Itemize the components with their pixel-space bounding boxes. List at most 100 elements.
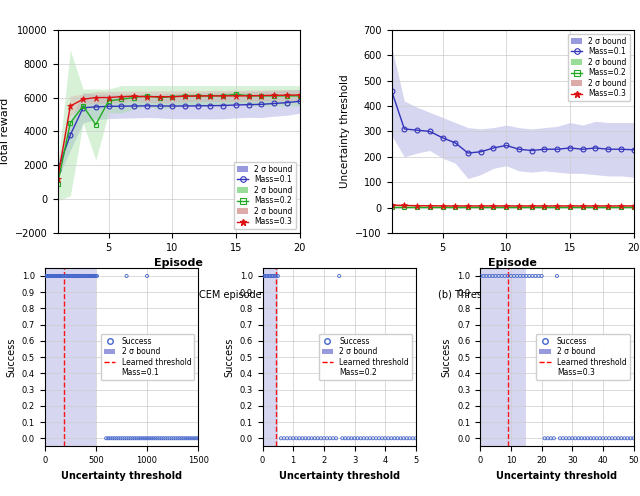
Point <box>65 272 76 280</box>
Point <box>610 434 620 442</box>
Point <box>558 434 568 442</box>
Point <box>50 272 60 280</box>
Point <box>55 272 65 280</box>
Point <box>386 434 396 442</box>
Point <box>616 434 627 442</box>
Point <box>316 434 326 442</box>
Point <box>362 434 372 442</box>
Point <box>46 272 56 280</box>
Point <box>298 434 308 442</box>
Point <box>144 434 154 442</box>
Point <box>127 434 138 442</box>
Point <box>138 434 148 442</box>
Point <box>269 272 280 280</box>
Point <box>411 434 421 442</box>
Point <box>396 434 406 442</box>
Point <box>561 434 572 442</box>
Point <box>343 434 353 442</box>
Point <box>334 272 344 280</box>
Bar <box>262 268 278 446</box>
Point <box>552 272 562 280</box>
Point <box>481 272 492 280</box>
Point <box>331 434 341 442</box>
Point <box>328 434 338 442</box>
Point <box>90 272 100 280</box>
Point <box>300 434 310 442</box>
Point <box>54 272 64 280</box>
Point <box>92 272 102 280</box>
Point <box>111 434 122 442</box>
Point <box>64 272 74 280</box>
Point <box>193 434 204 442</box>
Point <box>58 272 68 280</box>
Point <box>478 272 488 280</box>
Point <box>601 434 611 442</box>
Point <box>49 272 59 280</box>
Y-axis label: Uncertainty threshold: Uncertainty threshold <box>340 74 350 188</box>
Point <box>589 434 599 442</box>
Point <box>56 272 67 280</box>
Point <box>257 272 268 280</box>
Point <box>63 272 74 280</box>
Point <box>604 434 614 442</box>
Point <box>136 434 146 442</box>
Point <box>493 272 504 280</box>
Point <box>42 272 52 280</box>
Point <box>271 272 282 280</box>
Point <box>595 434 605 442</box>
Point <box>509 272 519 280</box>
Point <box>524 272 534 280</box>
Point <box>586 434 596 442</box>
Point <box>88 272 98 280</box>
Point <box>183 434 193 442</box>
Point <box>170 434 180 442</box>
Point <box>531 272 541 280</box>
Point <box>189 434 199 442</box>
Point <box>490 272 500 280</box>
Text: (a) Total rewards per CEM episode: (a) Total rewards per CEM episode <box>95 290 262 300</box>
Point <box>79 272 89 280</box>
Point <box>288 434 298 442</box>
Point <box>148 434 158 442</box>
Point <box>62 272 72 280</box>
Point <box>107 434 117 442</box>
Point <box>83 272 93 280</box>
Point <box>268 272 278 280</box>
Point <box>546 434 556 442</box>
Point <box>282 434 292 442</box>
Point <box>607 434 617 442</box>
Point <box>140 434 150 442</box>
Point <box>152 434 163 442</box>
Point <box>570 434 580 442</box>
Point <box>103 434 113 442</box>
Y-axis label: Success: Success <box>224 337 234 377</box>
Point <box>368 434 378 442</box>
Point <box>625 434 636 442</box>
Point <box>620 434 630 442</box>
Point <box>44 272 54 280</box>
Point <box>273 272 283 280</box>
Point <box>380 434 390 442</box>
Point <box>518 272 529 280</box>
Point <box>142 434 152 442</box>
Point <box>579 434 589 442</box>
Point <box>134 434 144 442</box>
Point <box>156 434 166 442</box>
Point <box>548 434 559 442</box>
Point <box>187 434 197 442</box>
Point <box>322 434 332 442</box>
Point <box>291 434 301 442</box>
Point <box>179 434 189 442</box>
Point <box>173 434 183 442</box>
Point <box>166 434 177 442</box>
Point <box>521 272 531 280</box>
Point <box>185 434 195 442</box>
Point <box>51 272 61 280</box>
Point <box>262 272 272 280</box>
Point <box>86 272 97 280</box>
Point <box>122 434 132 442</box>
Point <box>67 272 77 280</box>
Point <box>84 272 95 280</box>
Point <box>177 434 187 442</box>
Point <box>57 272 67 280</box>
